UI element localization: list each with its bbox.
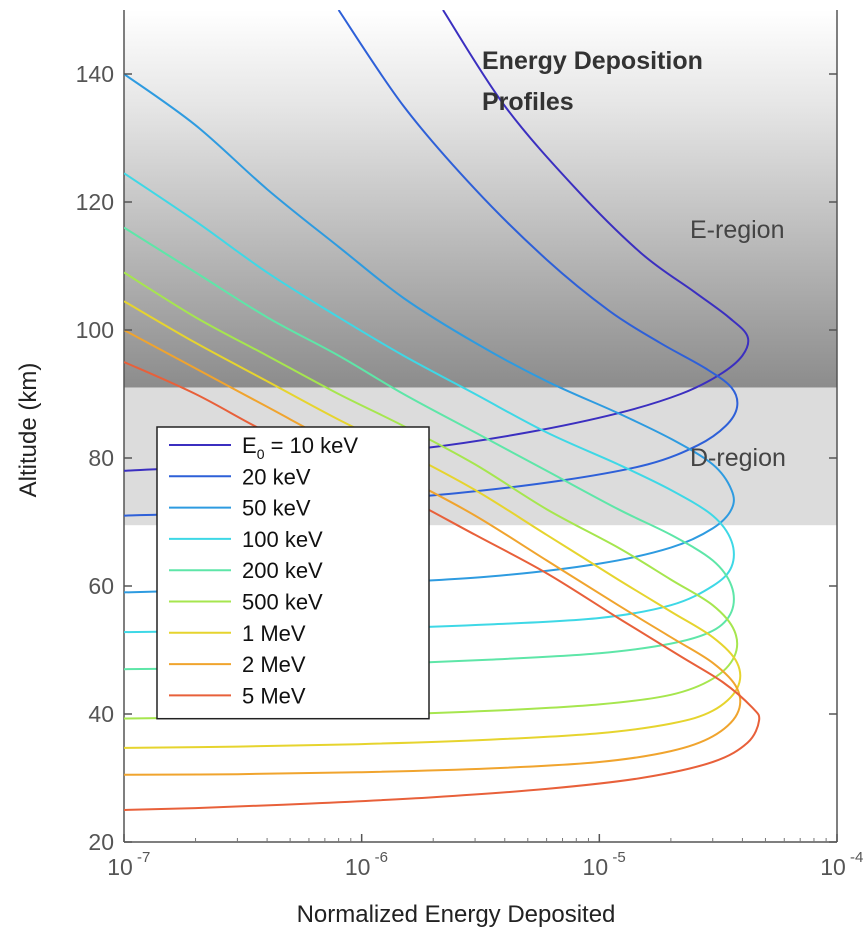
chart-title-line-1: Energy Deposition (482, 47, 703, 75)
series-line-50-kev (124, 73, 735, 594)
legend-label: 20 keV (242, 464, 311, 489)
axes-frame (123, 10, 838, 843)
y-tick-label: 100 (76, 317, 114, 343)
y-tick-label: 40 (88, 701, 114, 727)
y-tick-label: 80 (88, 445, 114, 471)
y-tick-label: 140 (76, 61, 114, 87)
e-region-band (124, 10, 837, 388)
x-tick-label: 10 (583, 854, 609, 880)
legend-label: 500 keV (242, 590, 323, 615)
x-tick-exponent: -4 (850, 849, 863, 866)
series-line-1-mev (124, 300, 742, 749)
y-tick-label: 60 (88, 573, 114, 599)
x-tick-label: 10 (820, 854, 846, 880)
x-tick-label: 10 (345, 854, 371, 880)
series-line-200-kev (124, 226, 735, 671)
series-line-100-kev (124, 172, 735, 634)
x-tick-label: 10 (107, 854, 133, 880)
legend-label: 200 keV (242, 558, 323, 583)
legend-box (156, 426, 430, 720)
region-bands (124, 10, 837, 526)
series-line-500-kev (124, 271, 739, 720)
x-tick-exponent: -7 (137, 849, 150, 866)
legend-label: E0 = 10 keV (242, 433, 358, 462)
y-axis-label: Altitude (km) (15, 363, 42, 498)
legend-label: 50 keV (242, 496, 311, 521)
legend-label: 2 MeV (242, 652, 306, 677)
y-tick-label: 120 (76, 189, 114, 215)
e-region-label: E-region (690, 216, 785, 244)
legend-label: 100 keV (242, 527, 323, 552)
x-tick-exponent: -5 (612, 849, 625, 866)
d-region-label: D-region (690, 444, 786, 472)
legend-label: 5 MeV (242, 683, 306, 708)
y-tick-label: 20 (88, 829, 114, 855)
x-axis-label: Normalized Energy Deposited (297, 901, 616, 928)
legend-label: 1 MeV (242, 621, 306, 646)
chart-title-line-2: Profiles (482, 88, 574, 116)
x-tick-exponent: -6 (375, 849, 388, 866)
